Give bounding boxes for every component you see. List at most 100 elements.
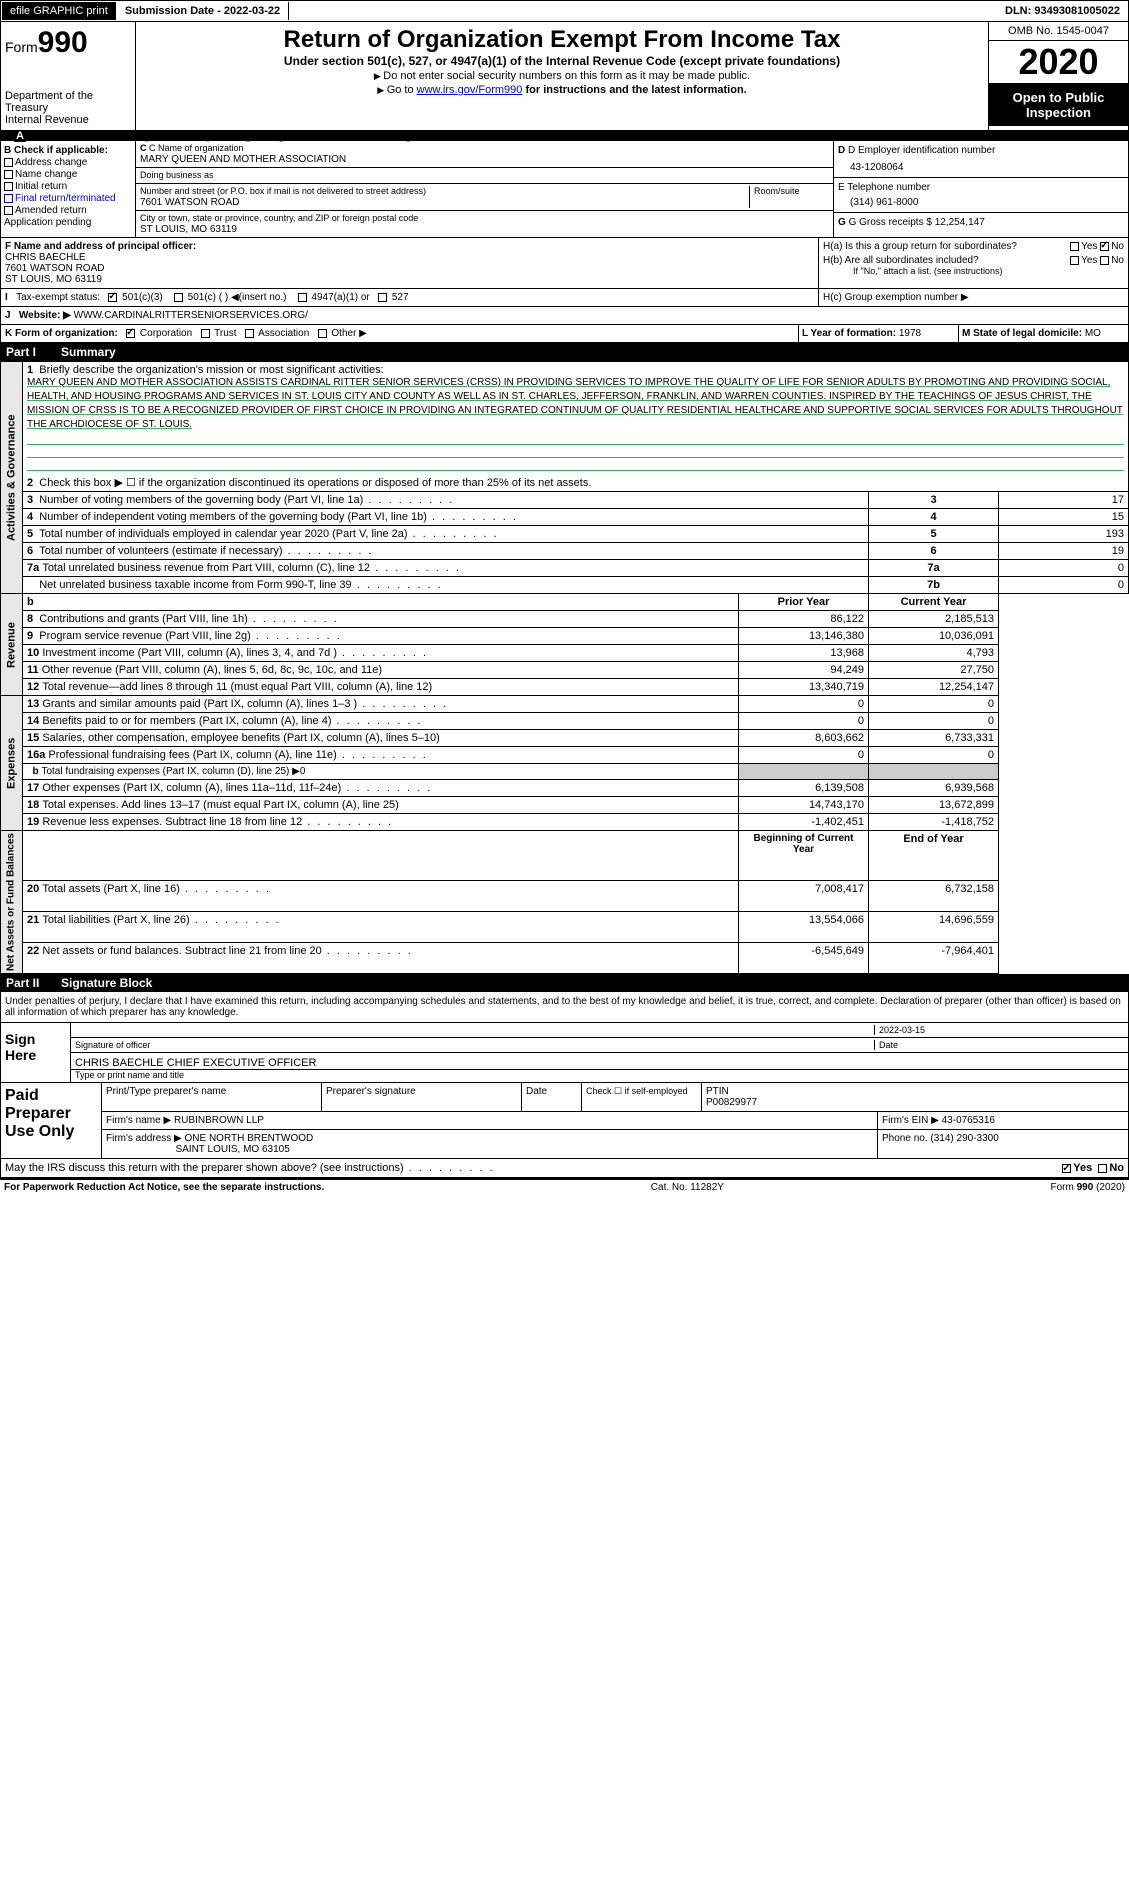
eoy-header: End of Year xyxy=(869,831,999,881)
page-footer: For Paperwork Reduction Act Notice, see … xyxy=(0,1178,1129,1195)
website: WWW.CARDINALRITTERSENIORSERVICES.ORG/ xyxy=(74,310,308,321)
header-left: Form990 Department of the Treasury Inter… xyxy=(1,22,136,130)
chk-527[interactable] xyxy=(378,293,387,302)
ha-row: H(a) Is this a group return for subordin… xyxy=(823,241,1124,252)
city: ST LOUIS, MO 63119 xyxy=(140,224,829,235)
line-a: A For the 2020 calendar year, or tax yea… xyxy=(14,130,471,142)
footer-left: For Paperwork Reduction Act Notice, see … xyxy=(4,1182,324,1193)
may-irs-row: May the IRS discuss this return with the… xyxy=(0,1159,1129,1178)
form-number: Form990 xyxy=(5,26,131,60)
chk-assoc[interactable] xyxy=(245,329,254,338)
org-name: MARY QUEEN AND MOTHER ASSOCIATION xyxy=(140,154,829,165)
chk-final-return[interactable]: Final return/terminated xyxy=(4,193,132,204)
vlabel-netassets: Net Assets or Fund Balances xyxy=(1,831,23,974)
section-f-h: F Name and address of principal officer:… xyxy=(0,238,1129,289)
may-irs-yes[interactable] xyxy=(1062,1164,1071,1173)
public-inspection: Open to Public Inspection xyxy=(989,84,1128,126)
street-label: Number and street (or P.O. box if mail i… xyxy=(140,186,749,196)
efile-print-button[interactable]: efile GRAPHIC print xyxy=(1,1,117,21)
chk-4947[interactable] xyxy=(298,293,307,302)
q1-label: Briefly describe the organization's miss… xyxy=(39,364,383,376)
exp-row: 15 Salaries, other compensation, employe… xyxy=(1,730,1129,747)
officer-street: 7601 WATSON ROAD xyxy=(5,263,814,274)
chk-name-change[interactable]: Name change xyxy=(4,169,132,180)
officer-name-title: CHRIS BAECHLE CHIEF EXECUTIVE OFFICER xyxy=(75,1057,1124,1069)
net-row: 22 Net assets or fund balances. Subtract… xyxy=(1,942,1129,973)
j-label: Website: ▶ xyxy=(19,310,71,321)
firm-name: RUBINBROWN LLP xyxy=(174,1115,264,1126)
firm-addr1: ONE NORTH BRENTWOOD xyxy=(185,1133,314,1144)
firm-ein: 43-0765316 xyxy=(942,1115,995,1126)
blank-line xyxy=(27,446,1124,458)
omb-number: OMB No. 1545-0047 xyxy=(989,22,1128,41)
hb-note: If "No," attach a list. (see instruction… xyxy=(853,266,1124,276)
chk-address-change[interactable]: Address change xyxy=(4,157,132,168)
chk-trust[interactable] xyxy=(201,329,210,338)
form-header: Form990 Department of the Treasury Inter… xyxy=(0,22,1129,131)
q2: Check this box ▶ ☐ if the organization d… xyxy=(39,477,591,489)
tel-label: E Telephone number xyxy=(838,182,1124,193)
exp-row: 16a Professional fundraising fees (Part … xyxy=(1,747,1129,764)
pt-sig-label: Preparer's signature xyxy=(322,1083,522,1111)
rev-row: 12 Total revenue—add lines 8 through 11 … xyxy=(1,679,1129,696)
gov-row: 4 Number of independent voting members o… xyxy=(1,509,1129,526)
ein: 43-1208064 xyxy=(850,162,1124,173)
ha-yes[interactable] xyxy=(1070,242,1079,251)
part1-header: Part I Summary xyxy=(0,343,1129,361)
b-label: B Check if applicable: xyxy=(4,145,132,156)
gov-row: 7a Total unrelated business revenue from… xyxy=(1,560,1129,577)
chk-initial-return[interactable]: Initial return xyxy=(4,181,132,192)
vlabel-expenses: Expenses xyxy=(1,696,23,831)
officer-name: CHRIS BAECHLE xyxy=(5,252,814,263)
hb-row: H(b) Are all subordinates included? Yes … xyxy=(823,255,1124,266)
c-name-label: C Name of organization xyxy=(149,143,244,153)
section-j: J Website: ▶ WWW.CARDINALRITTERSENIORSER… xyxy=(0,307,1129,325)
declaration: Under penalties of perjury, I declare th… xyxy=(1,992,1128,1023)
sign-here-label: Sign Here xyxy=(1,1023,71,1082)
ha-no[interactable] xyxy=(1100,242,1109,251)
dba-label: Doing business as xyxy=(140,170,829,180)
hb-no[interactable] xyxy=(1100,256,1109,265)
dln: DLN: 93493081005022 xyxy=(997,2,1128,20)
gov-row: 6 Total number of volunteers (estimate i… xyxy=(1,543,1129,560)
chk-other[interactable] xyxy=(318,329,327,338)
vlabel-governance: Activities & Governance xyxy=(1,362,23,594)
may-irs-no[interactable] xyxy=(1098,1164,1107,1173)
section-i-hc: I Tax-exempt status: 501(c)(3) 501(c) ( … xyxy=(0,289,1129,307)
gross-receipts: 12,254,147 xyxy=(935,217,985,228)
phone-label: Phone no. xyxy=(882,1133,928,1144)
gov-row: 5 Total number of individuals employed i… xyxy=(1,526,1129,543)
section-k-l-m: K Form of organization: Corporation Trus… xyxy=(0,325,1129,343)
section-l: L Year of formation: 1978 xyxy=(798,325,958,342)
chk-501c3[interactable] xyxy=(108,293,117,302)
signature-block: Under penalties of perjury, I declare th… xyxy=(0,992,1129,1083)
firm-ein-label: Firm's EIN ▶ xyxy=(882,1115,939,1126)
chk-corp[interactable] xyxy=(126,329,135,338)
submission-date: Submission Date - 2022-03-22 xyxy=(117,2,289,20)
form-subtitle: Under section 501(c), 527, or 4947(a)(1)… xyxy=(144,54,980,68)
footer-mid: Cat. No. 11282Y xyxy=(651,1182,724,1193)
ptin: P00829977 xyxy=(706,1097,757,1108)
pt-check[interactable]: Check ☐ if self-employed xyxy=(582,1083,702,1111)
chk-501c[interactable] xyxy=(174,293,183,302)
paid-preparer: Paid Preparer Use Only Print/Type prepar… xyxy=(0,1083,1129,1159)
exp-row: b Total fundraising expenses (Part IX, c… xyxy=(1,764,1129,780)
hb-yes[interactable] xyxy=(1070,256,1079,265)
chk-app-pending[interactable]: Application pending xyxy=(4,217,132,228)
col-b: B Check if applicable: Address change Na… xyxy=(1,141,136,237)
section-b-c-d: B Check if applicable: Address change Na… xyxy=(0,141,1129,238)
chk-amended-return[interactable]: Amended return xyxy=(4,205,132,216)
prior-year-header: Prior Year xyxy=(739,594,869,611)
col-d: D D Employer identification number 43-12… xyxy=(833,141,1128,237)
k-label: K Form of organization: xyxy=(5,328,118,339)
irs-link[interactable]: www.irs.gov/Form990 xyxy=(417,84,523,96)
header-right: OMB No. 1545-0047 2020 Open to Public In… xyxy=(988,22,1128,130)
department: Department of the Treasury Internal Reve… xyxy=(5,90,131,126)
rev-row: 9 Program service revenue (Part VIII, li… xyxy=(1,628,1129,645)
section-m: M State of legal domicile: MO xyxy=(958,325,1128,342)
sig-officer-label: Signature of officer xyxy=(75,1040,874,1050)
rev-row: 11 Other revenue (Part VIII, column (A),… xyxy=(1,662,1129,679)
gross-label: G Gross receipts $ xyxy=(849,217,932,228)
firm-name-label: Firm's name ▶ xyxy=(106,1115,171,1126)
street: 7601 WATSON ROAD xyxy=(140,197,749,208)
